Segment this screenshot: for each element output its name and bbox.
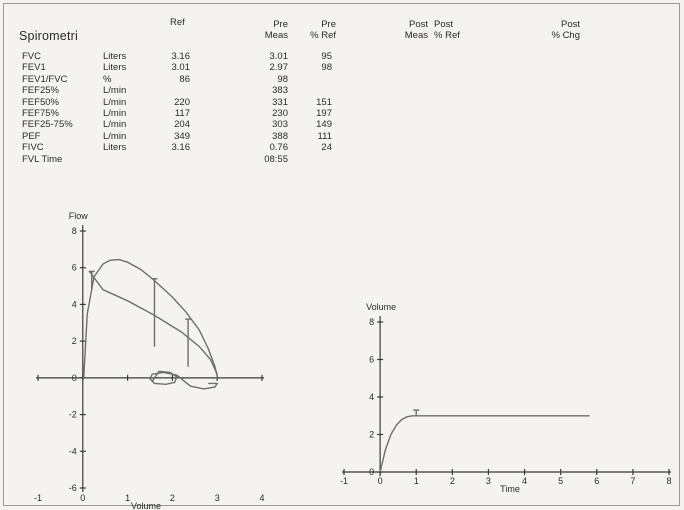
x-tick-label: 3 — [215, 493, 220, 503]
report-frame — [3, 3, 680, 506]
x-tick-label: 0 — [80, 493, 85, 503]
row-ref: 204 — [174, 119, 190, 131]
row-pre-meas: 331 — [272, 96, 288, 108]
row-pre-meas: 3.01 — [269, 51, 289, 62]
row-ref: 220 — [174, 96, 190, 108]
row-unit: L/min — [103, 85, 127, 97]
row-ref: 117 — [174, 108, 190, 119]
y-tick-label: -4 — [69, 446, 77, 456]
row-ref: 3.01 — [171, 62, 191, 74]
row-pre-pct-ref: 95 — [321, 51, 332, 62]
row-pre-pct-ref: 197 — [316, 108, 332, 119]
x-tick-label: 1 — [125, 493, 130, 503]
row-name: PEF — [22, 130, 41, 142]
row-ref: 86 — [179, 73, 190, 85]
row-ref: 3.16 — [171, 142, 191, 154]
row-unit: Liters — [103, 142, 127, 154]
header-post-pct-ref-line1: Post — [434, 19, 454, 30]
row-name: FEV1/FVC — [22, 73, 68, 85]
y-tick-label: 8 — [72, 226, 77, 236]
row-pre-meas: 230 — [272, 108, 288, 119]
row-pre-meas: 08:55 — [264, 153, 288, 165]
header-pre-pct-ref-line1: Pre — [321, 19, 336, 30]
row-ref: 349 — [174, 130, 190, 142]
y-tick-label: -2 — [69, 410, 77, 420]
row-name: FVC — [22, 51, 41, 62]
row-name: FEF50% — [22, 96, 59, 108]
header-post-meas-line1: Post — [408, 19, 428, 30]
y-tick-label: -6 — [69, 483, 77, 493]
row-unit: Liters — [103, 51, 127, 62]
header-post-pct-ref-line2: % Ref — [434, 30, 460, 41]
x-tick-label: -1 — [34, 493, 42, 503]
row-pre-pct-ref: 24 — [321, 142, 332, 154]
series-line-2 — [149, 370, 219, 390]
row-unit: L/min — [103, 119, 127, 131]
row-name: FEV1 — [22, 62, 46, 74]
row-unit: % — [103, 73, 112, 85]
header-pre-meas-line1: Pre — [273, 19, 288, 30]
series-line-1 — [88, 270, 218, 375]
header-post-pct-chg-line1: Post — [560, 19, 580, 30]
y-tick-label: 4 — [72, 299, 77, 309]
y-tick-label: 0 — [72, 373, 77, 383]
x-tick-label: 2 — [170, 493, 175, 503]
row-unit: L/min — [103, 130, 127, 142]
row-name: FEF25-75% — [22, 119, 73, 131]
row-pre-meas: 0.76 — [269, 142, 289, 154]
header-post-pct-chg-line2: % Chg — [551, 30, 580, 41]
row-unit: Liters — [103, 62, 127, 74]
row-pre-pct-ref: 98 — [321, 62, 332, 74]
row-name: FEF25% — [22, 85, 59, 97]
row-pre-pct-ref: 151 — [316, 96, 332, 108]
row-pre-meas: 383 — [272, 85, 288, 97]
row-pre-meas: 2.97 — [269, 62, 289, 74]
header-pre-meas-line2: Meas — [264, 30, 288, 41]
x-axis-label: Volume — [131, 501, 161, 510]
row-unit: L/min — [103, 108, 127, 119]
row-pre-meas: 98 — [277, 73, 288, 85]
row-pre-meas: 388 — [272, 130, 288, 142]
header-post-meas-line2: Meas — [404, 30, 428, 41]
header-ref: Ref — [170, 17, 185, 28]
row-pre-pct-ref: 149 — [316, 119, 332, 131]
row-name: FIVC — [22, 142, 44, 154]
header-pre-pct-ref-line2: % Ref — [310, 30, 336, 41]
row-unit: L/min — [103, 96, 127, 108]
report-title: Spirometri — [19, 29, 78, 43]
y-tick-label: 2 — [72, 336, 77, 346]
series-line-0 — [83, 258, 219, 379]
row-ref: 3.16 — [171, 51, 191, 62]
row-name: FEF75% — [22, 108, 59, 119]
x-tick-label: 4 — [259, 493, 264, 503]
row-pre-meas: 303 — [272, 119, 288, 131]
y-axis-label: Flow — [69, 211, 89, 221]
row-name: FVL Time — [22, 153, 63, 165]
chart-0: 8 6 4 2 0 -2 -4 -6 -1 0 1 2 3 4 Flow Volume — [34, 211, 265, 510]
row-pre-pct-ref: 111 — [317, 130, 332, 142]
y-tick-label: 6 — [72, 263, 77, 273]
